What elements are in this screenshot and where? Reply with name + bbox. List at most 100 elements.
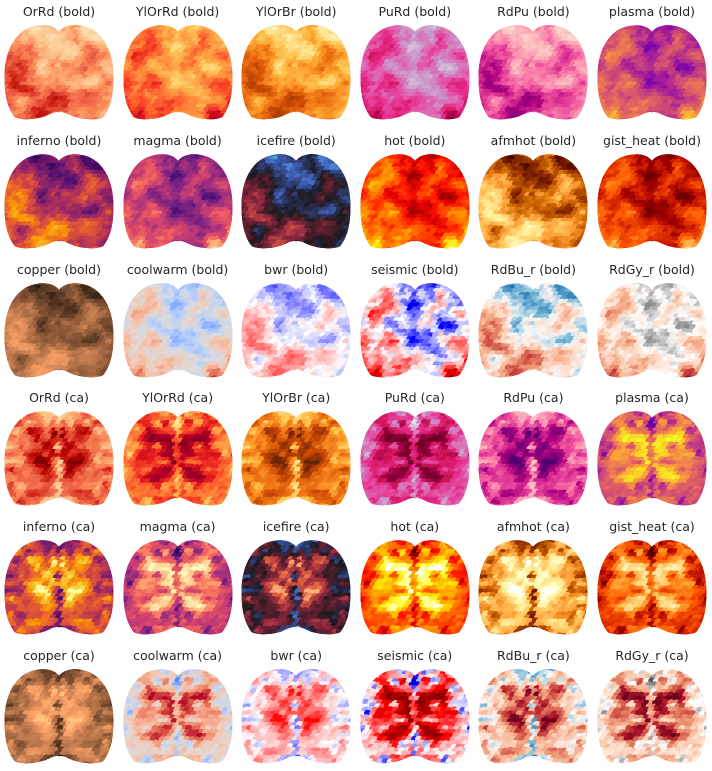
pixel-cell bbox=[466, 44, 470, 51]
pixel-cell bbox=[226, 154, 233, 162]
pixel-cell bbox=[314, 117, 323, 120]
pixel-cell bbox=[462, 118, 470, 120]
pixel-cell bbox=[478, 26, 483, 33]
pixel-cell bbox=[210, 25, 218, 29]
pixel-cell bbox=[46, 117, 55, 120]
pixel-cell bbox=[241, 88, 243, 96]
pixel-cell bbox=[699, 118, 707, 120]
pixel-cell bbox=[452, 117, 461, 120]
pixel-cell bbox=[188, 154, 196, 155]
pixel-cell bbox=[222, 26, 231, 34]
pixel-cell bbox=[526, 118, 535, 120]
pixel-cell bbox=[13, 25, 22, 30]
pixel-cell bbox=[146, 118, 155, 120]
pixel-cell bbox=[104, 114, 112, 120]
pixel-cell bbox=[328, 117, 337, 120]
pixel-cell bbox=[173, 25, 182, 26]
pixel-cell bbox=[241, 103, 243, 110]
pixel-cell bbox=[13, 154, 22, 159]
pixel-cell bbox=[702, 32, 707, 40]
pixel-cell bbox=[360, 95, 363, 103]
pixel-cell bbox=[694, 29, 702, 36]
pixel-cell bbox=[0, 77, 3, 83]
pixel-cell bbox=[123, 103, 125, 110]
pixel-cell bbox=[478, 51, 481, 58]
pixel-cell bbox=[466, 118, 470, 120]
pixel-cell bbox=[135, 154, 143, 155]
pixel-cell bbox=[123, 110, 131, 118]
pixel-cell bbox=[494, 25, 503, 26]
pixel-cell bbox=[585, 118, 588, 120]
pixel-cell bbox=[277, 18, 284, 24]
pixel-cell bbox=[488, 117, 496, 120]
pixel-cell bbox=[139, 154, 147, 155]
pixel-cell bbox=[699, 29, 707, 36]
pixel-cell bbox=[0, 206, 3, 212]
pixel-cell bbox=[241, 25, 247, 26]
pixel-cell bbox=[123, 154, 128, 155]
pixel-cell bbox=[169, 18, 176, 24]
pixel-cell bbox=[111, 180, 114, 187]
pixel-cell bbox=[229, 44, 233, 51]
pixel-cell bbox=[224, 25, 233, 29]
pixel-cell bbox=[519, 114, 528, 120]
pixel-cell bbox=[241, 25, 244, 29]
pixel-cell bbox=[0, 162, 4, 168]
pixel-cell bbox=[212, 18, 219, 24]
pixel-cell bbox=[580, 118, 588, 120]
pixel-cell bbox=[345, 113, 351, 120]
pixel-cell bbox=[4, 29, 12, 36]
pixel-cell bbox=[149, 18, 156, 24]
pixel-cell bbox=[4, 98, 8, 106]
pixel-cell bbox=[91, 117, 100, 120]
pixel-cell bbox=[4, 224, 7, 232]
pixel-cell bbox=[478, 29, 486, 36]
pixel-cell bbox=[0, 199, 4, 205]
pixel-cell bbox=[699, 25, 707, 29]
pixel-cell bbox=[165, 117, 173, 120]
pixel-cell bbox=[694, 25, 702, 29]
pixel-cell bbox=[415, 25, 424, 26]
pixel-cell bbox=[621, 118, 629, 120]
pixel-cell bbox=[478, 110, 487, 118]
pixel-cell bbox=[460, 26, 468, 34]
pixel-cell bbox=[129, 25, 137, 26]
pixel-cell bbox=[98, 242, 107, 248]
pixel-cell bbox=[407, 118, 416, 120]
pixel-cell bbox=[689, 25, 697, 30]
pixel-cell bbox=[459, 19, 466, 25]
pixel-cell bbox=[245, 117, 253, 120]
pixel-cell bbox=[583, 32, 588, 40]
pixel-cell bbox=[707, 48, 712, 54]
pixel-cell bbox=[170, 118, 179, 120]
pixel-cell bbox=[402, 18, 409, 24]
pixel-cell bbox=[478, 25, 484, 26]
pixel-cell bbox=[96, 25, 104, 30]
pixel-cell bbox=[348, 103, 351, 110]
pixel-cell bbox=[699, 110, 707, 117]
pixel-cell bbox=[341, 26, 349, 34]
pixel-cell bbox=[347, 118, 351, 120]
pixel-cell bbox=[706, 92, 707, 99]
pixel-cell bbox=[40, 147, 47, 153]
pixel-cell bbox=[347, 25, 351, 30]
pixel-cell bbox=[57, 154, 65, 158]
pixel-cell bbox=[662, 25, 671, 26]
pixel-cell bbox=[4, 158, 7, 166]
pixel-cell bbox=[4, 172, 6, 180]
panel-title: PuRd (bold) bbox=[356, 4, 474, 20]
pixel-cell bbox=[32, 246, 40, 248]
pixel-cell bbox=[110, 173, 114, 180]
pixel-cell bbox=[35, 154, 44, 155]
pixel-cell bbox=[599, 32, 607, 40]
pixel-cell bbox=[407, 110, 416, 117]
pixel-cell bbox=[4, 88, 6, 96]
pixel-cell bbox=[464, 40, 470, 48]
pixel-cell bbox=[597, 25, 604, 30]
pixel-cell bbox=[144, 18, 151, 24]
pixel-cell bbox=[158, 18, 165, 24]
pixel-cell bbox=[346, 106, 351, 114]
pixel-cell bbox=[94, 25, 102, 33]
pixel-cell bbox=[0, 56, 3, 62]
pixel-cell bbox=[4, 110, 12, 118]
